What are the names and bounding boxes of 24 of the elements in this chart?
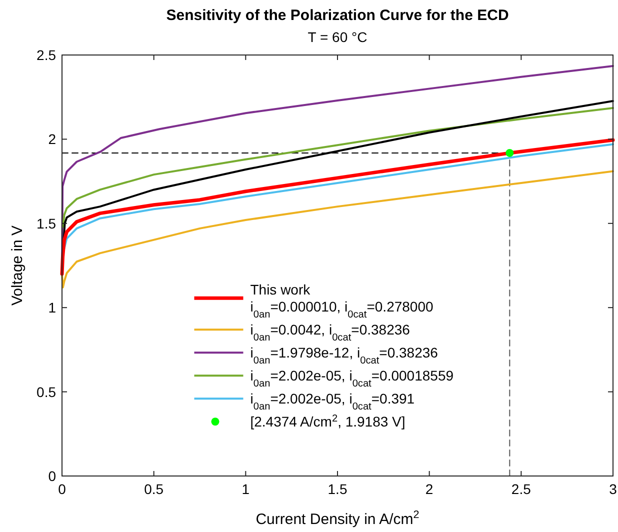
legend-label: This work i$_{0an}$=0.000010, i$_{0cat}$=0.278000 [250, 282, 434, 320]
x-tick-label: 1 [242, 481, 250, 497]
x-tick-label: 2 [425, 481, 434, 497]
x-tick-label: 1.5 [328, 481, 348, 497]
legend-label: [2.4374 A/cm$^{2}$, 1.9183 V] [250, 413, 406, 430]
y-tick-label: 0 [48, 468, 56, 484]
x-tick-label: 0.5 [144, 481, 164, 497]
y-tick-label: 2.5 [36, 47, 56, 63]
legend-label: i$_{0an}$=2.002e-05, i$_{0cat}$=0.00018559 [250, 368, 454, 390]
y-axis-title: Voltage in V [9, 225, 26, 306]
x-tick-label: 0 [58, 481, 66, 497]
chart-title: Sensitivity of the Polarization Curve for the ECD [166, 7, 509, 24]
chart-subtitle: T = 60 °C [308, 29, 368, 45]
legend-label: i$_{0an}$=1.9798e-12, i$_{0cat}$=0.38236 [250, 344, 438, 366]
y-tick-label: 1 [48, 300, 56, 316]
y-tick-label: 1.5 [36, 215, 56, 232]
y-tick-label: 0.5 [36, 384, 56, 400]
line-series [60, 138, 615, 276]
x-tick-label: 2.5 [511, 481, 532, 497]
x-axis-title: Current Density in A/cm$^{2}$ [256, 509, 420, 528]
legend-label: i$_{0an}$=2.002e-05, i$_{0cat}$=0.391 [250, 390, 415, 412]
legend-label: i$_{0an}$=0.0042, i$_{0cat}$=0.38236 [250, 322, 410, 344]
y-tick-label: 2 [48, 131, 56, 148]
x-tick-label: 3 [609, 481, 618, 497]
